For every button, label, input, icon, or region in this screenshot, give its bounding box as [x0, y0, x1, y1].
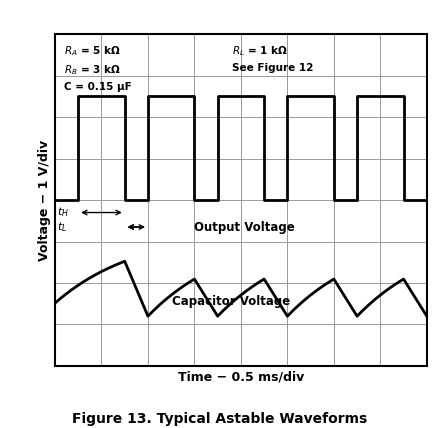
Text: Output Voltage: Output Voltage: [194, 220, 295, 234]
Text: $t_L$: $t_L$: [57, 220, 68, 234]
Text: Figure 13. Typical Astable Waveforms: Figure 13. Typical Astable Waveforms: [72, 412, 368, 426]
Text: $R_B$ = 3 kΩ: $R_B$ = 3 kΩ: [64, 63, 121, 77]
Text: See Figure 12: See Figure 12: [231, 63, 313, 73]
Text: Capacitor Voltage: Capacitor Voltage: [172, 295, 291, 308]
Text: $R_L$ = 1 kΩ: $R_L$ = 1 kΩ: [231, 45, 287, 58]
Y-axis label: Voltage − 1 V/div: Voltage − 1 V/div: [38, 140, 51, 261]
X-axis label: Time − 0.5 ms/div: Time − 0.5 ms/div: [178, 370, 304, 383]
Text: $R_A$ = 5 kΩ: $R_A$ = 5 kΩ: [64, 45, 121, 58]
Text: $t_H$: $t_H$: [57, 205, 70, 220]
Text: C = 0.15 μF: C = 0.15 μF: [64, 82, 132, 92]
